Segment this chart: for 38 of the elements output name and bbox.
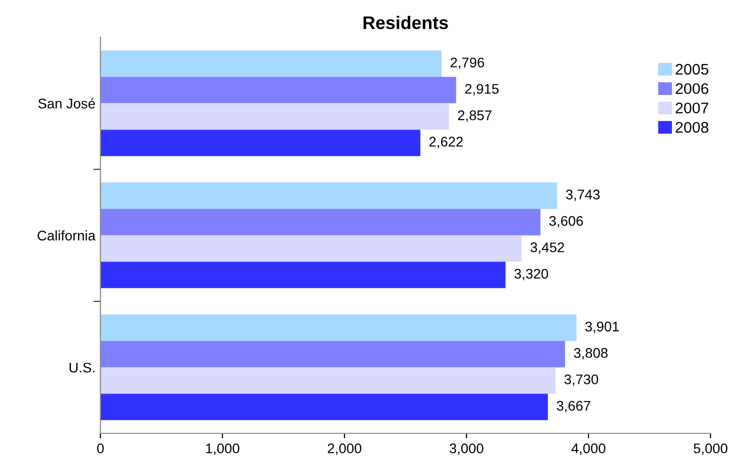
data-label: 3,452 (530, 242, 564, 254)
data-label: 2,857 (458, 110, 492, 122)
data-label: 2,622 (429, 136, 463, 148)
legend-label: 2007 (676, 102, 708, 114)
bar (100, 367, 556, 394)
bar (100, 182, 558, 209)
data-label: 3,667 (556, 400, 590, 412)
chart-title: Residents (364, 16, 448, 30)
bar (100, 130, 420, 156)
y-tick-label: California (38, 230, 96, 240)
x-tick-label: 0 (97, 443, 104, 454)
legend-label: 2005 (676, 64, 708, 75)
bar (100, 50, 442, 77)
data-label: 3,901 (585, 322, 619, 334)
x-tick-label: 3,000 (450, 443, 484, 455)
x-tick-label: 2,000 (328, 443, 362, 455)
bar (100, 103, 450, 130)
data-label: 2,915 (465, 84, 499, 96)
x-tick-label: 4,000 (571, 443, 606, 455)
x-tick-label: 1,000 (206, 443, 240, 455)
y-tick-label: U.S. (70, 362, 94, 373)
x-tick-label: 5,000 (694, 443, 728, 455)
data-label: 3,606 (549, 216, 583, 228)
data-label: 3,320 (514, 268, 548, 280)
data-label: 3,808 (574, 348, 608, 360)
bar (100, 235, 522, 262)
bar (100, 314, 576, 341)
legend-label: 2008 (676, 122, 708, 133)
legend-label: 2006 (676, 83, 708, 94)
bar (100, 76, 456, 104)
bar (100, 262, 506, 288)
data-label: 2,796 (450, 58, 484, 70)
data-label: 3,730 (564, 374, 598, 386)
bar (100, 208, 540, 236)
bar (100, 340, 566, 368)
y-tick-label: San José (38, 98, 95, 108)
data-label: 3,743 (566, 190, 600, 202)
bar (100, 394, 548, 420)
